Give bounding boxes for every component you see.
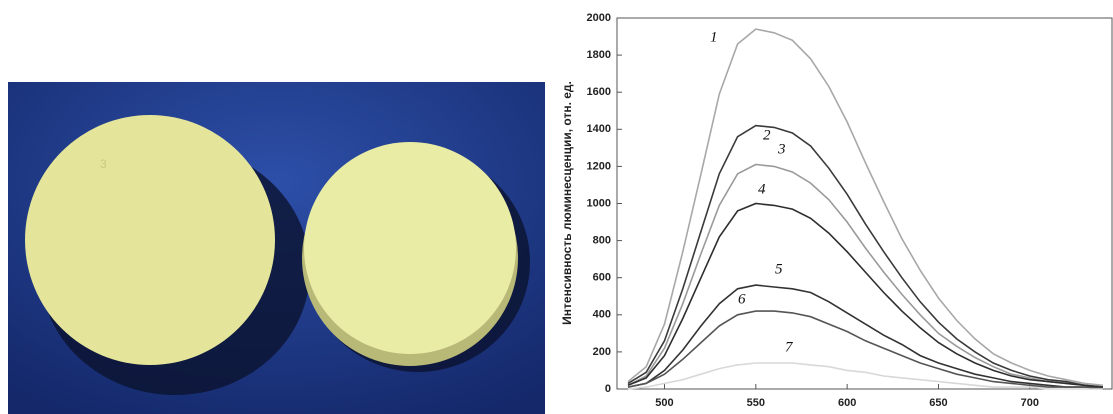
y-tick-label: 2000 <box>587 12 611 24</box>
y-tick-label: 1000 <box>587 197 611 209</box>
y-tick-label: 200 <box>593 346 611 358</box>
x-tick-label: 500 <box>655 397 673 409</box>
photo-label: 3 <box>100 157 107 171</box>
y-tick-label: 400 <box>593 309 611 321</box>
x-tick-label: 550 <box>747 397 765 409</box>
y-axis-label: Интенсивность люминесценции, отн. ед. <box>560 81 574 325</box>
series-label: 7 <box>785 339 794 355</box>
series-line <box>627 124 1103 388</box>
series-label: 6 <box>738 291 746 307</box>
y-tick-label: 1600 <box>587 86 611 98</box>
photo: 3 <box>8 82 545 414</box>
y-tick-label: 0 <box>605 383 611 395</box>
series-line <box>627 163 1103 388</box>
series-line <box>627 310 1103 390</box>
y-tick-label: 600 <box>593 272 611 284</box>
series-label: 2 <box>763 127 771 143</box>
tablet <box>304 142 516 354</box>
plot-frame <box>616 17 1113 390</box>
series-label: 5 <box>775 261 783 277</box>
x-tick-label: 600 <box>838 397 856 409</box>
y-tick-label: 1200 <box>587 160 611 172</box>
x-tick-label: 650 <box>929 397 947 409</box>
series-line <box>627 28 1103 387</box>
y-tick-label: 1800 <box>587 49 611 61</box>
y-tick-label: 1400 <box>587 123 611 135</box>
series-label: 1 <box>710 29 718 45</box>
series-label: 4 <box>758 181 766 197</box>
x-tick-label: 700 <box>1021 397 1039 409</box>
series-line <box>627 284 1103 388</box>
tablet <box>25 115 275 365</box>
series-label: 3 <box>777 141 786 157</box>
y-tick-label: 800 <box>593 235 611 247</box>
series-line <box>627 362 1103 390</box>
series-line <box>627 202 1103 388</box>
